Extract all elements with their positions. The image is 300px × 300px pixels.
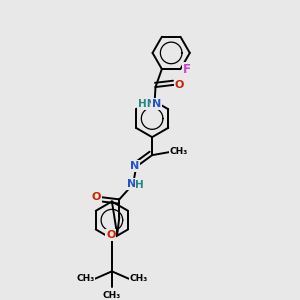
Text: CH₃: CH₃ (129, 274, 148, 283)
Text: CH₃: CH₃ (103, 291, 121, 300)
Text: F: F (183, 62, 191, 76)
Text: N: N (152, 99, 161, 109)
Text: O: O (106, 230, 116, 240)
Text: O: O (175, 80, 184, 90)
Text: O: O (91, 192, 101, 202)
Text: CH₃: CH₃ (76, 274, 94, 283)
Text: N: N (128, 179, 136, 189)
Text: H: H (136, 180, 144, 190)
Text: HN: HN (138, 99, 155, 109)
Text: N: N (130, 161, 139, 171)
Text: CH₃: CH₃ (169, 148, 188, 157)
